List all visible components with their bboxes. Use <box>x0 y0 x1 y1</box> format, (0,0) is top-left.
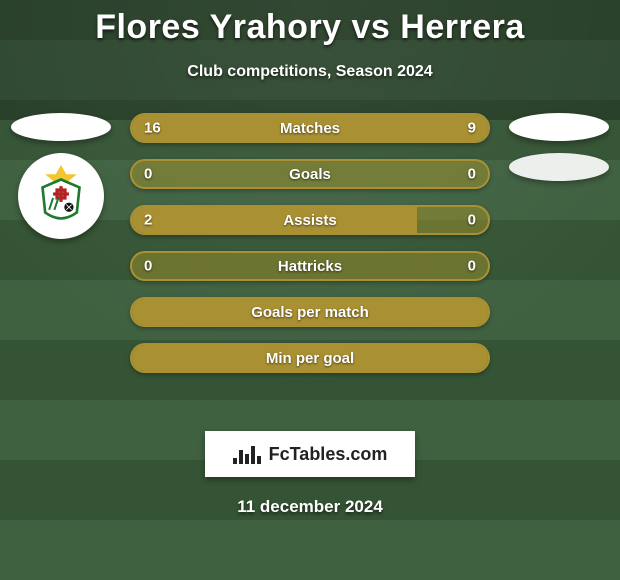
content-root: Flores Yrahory vs Herrera Club competiti… <box>0 0 620 517</box>
player-ellipse-right-2 <box>509 153 609 181</box>
oriente-petrolero-crest-icon <box>28 161 94 232</box>
stat-value-left: 16 <box>144 120 161 137</box>
stat-row-mpg: Min per goal <box>130 343 490 373</box>
stat-value-left: 0 <box>144 166 152 183</box>
bar <box>239 450 243 464</box>
stat-value-right: 0 <box>468 258 476 275</box>
stat-value-right: 9 <box>468 120 476 137</box>
stat-value-right: 0 <box>468 212 476 229</box>
stat-rows: 16 Matches 9 0 Goals 0 2 Assists 0 <box>130 113 490 373</box>
stat-label: Min per goal <box>266 350 354 367</box>
left-player-slot <box>6 113 116 239</box>
right-player-slot <box>504 113 614 181</box>
stat-label: Matches <box>280 120 340 137</box>
club-badge-left <box>18 153 104 239</box>
page-title: Flores Yrahory vs Herrera <box>0 8 620 47</box>
subtitle: Club competitions, Season 2024 <box>0 63 620 81</box>
stat-row-hattricks: 0 Hattricks 0 <box>130 251 490 281</box>
stat-fill-left <box>132 207 417 233</box>
stat-value-left: 0 <box>144 258 152 275</box>
bar <box>233 458 237 464</box>
stat-label: Assists <box>283 212 336 229</box>
bar <box>245 454 249 464</box>
stat-row-goals: 0 Goals 0 <box>130 159 490 189</box>
stat-row-matches: 16 Matches 9 <box>130 113 490 143</box>
fctables-bars-icon <box>233 444 261 464</box>
stat-label: Goals per match <box>251 304 369 321</box>
branding-text: FcTables.com <box>269 444 388 465</box>
branding-card[interactable]: FcTables.com <box>205 431 415 477</box>
stat-label: Goals <box>289 166 331 183</box>
stat-row-assists: 2 Assists 0 <box>130 205 490 235</box>
stat-value-left: 2 <box>144 212 152 229</box>
stat-value-right: 0 <box>468 166 476 183</box>
comparison-stage: 16 Matches 9 0 Goals 0 2 Assists 0 <box>0 113 620 413</box>
player-ellipse-left <box>11 113 111 141</box>
stat-label: Hattricks <box>278 258 342 275</box>
bar <box>251 446 255 464</box>
stat-row-gpm: Goals per match <box>130 297 490 327</box>
player-ellipse-right-1 <box>509 113 609 141</box>
bar <box>257 456 261 464</box>
date-stamp: 11 december 2024 <box>0 497 620 517</box>
